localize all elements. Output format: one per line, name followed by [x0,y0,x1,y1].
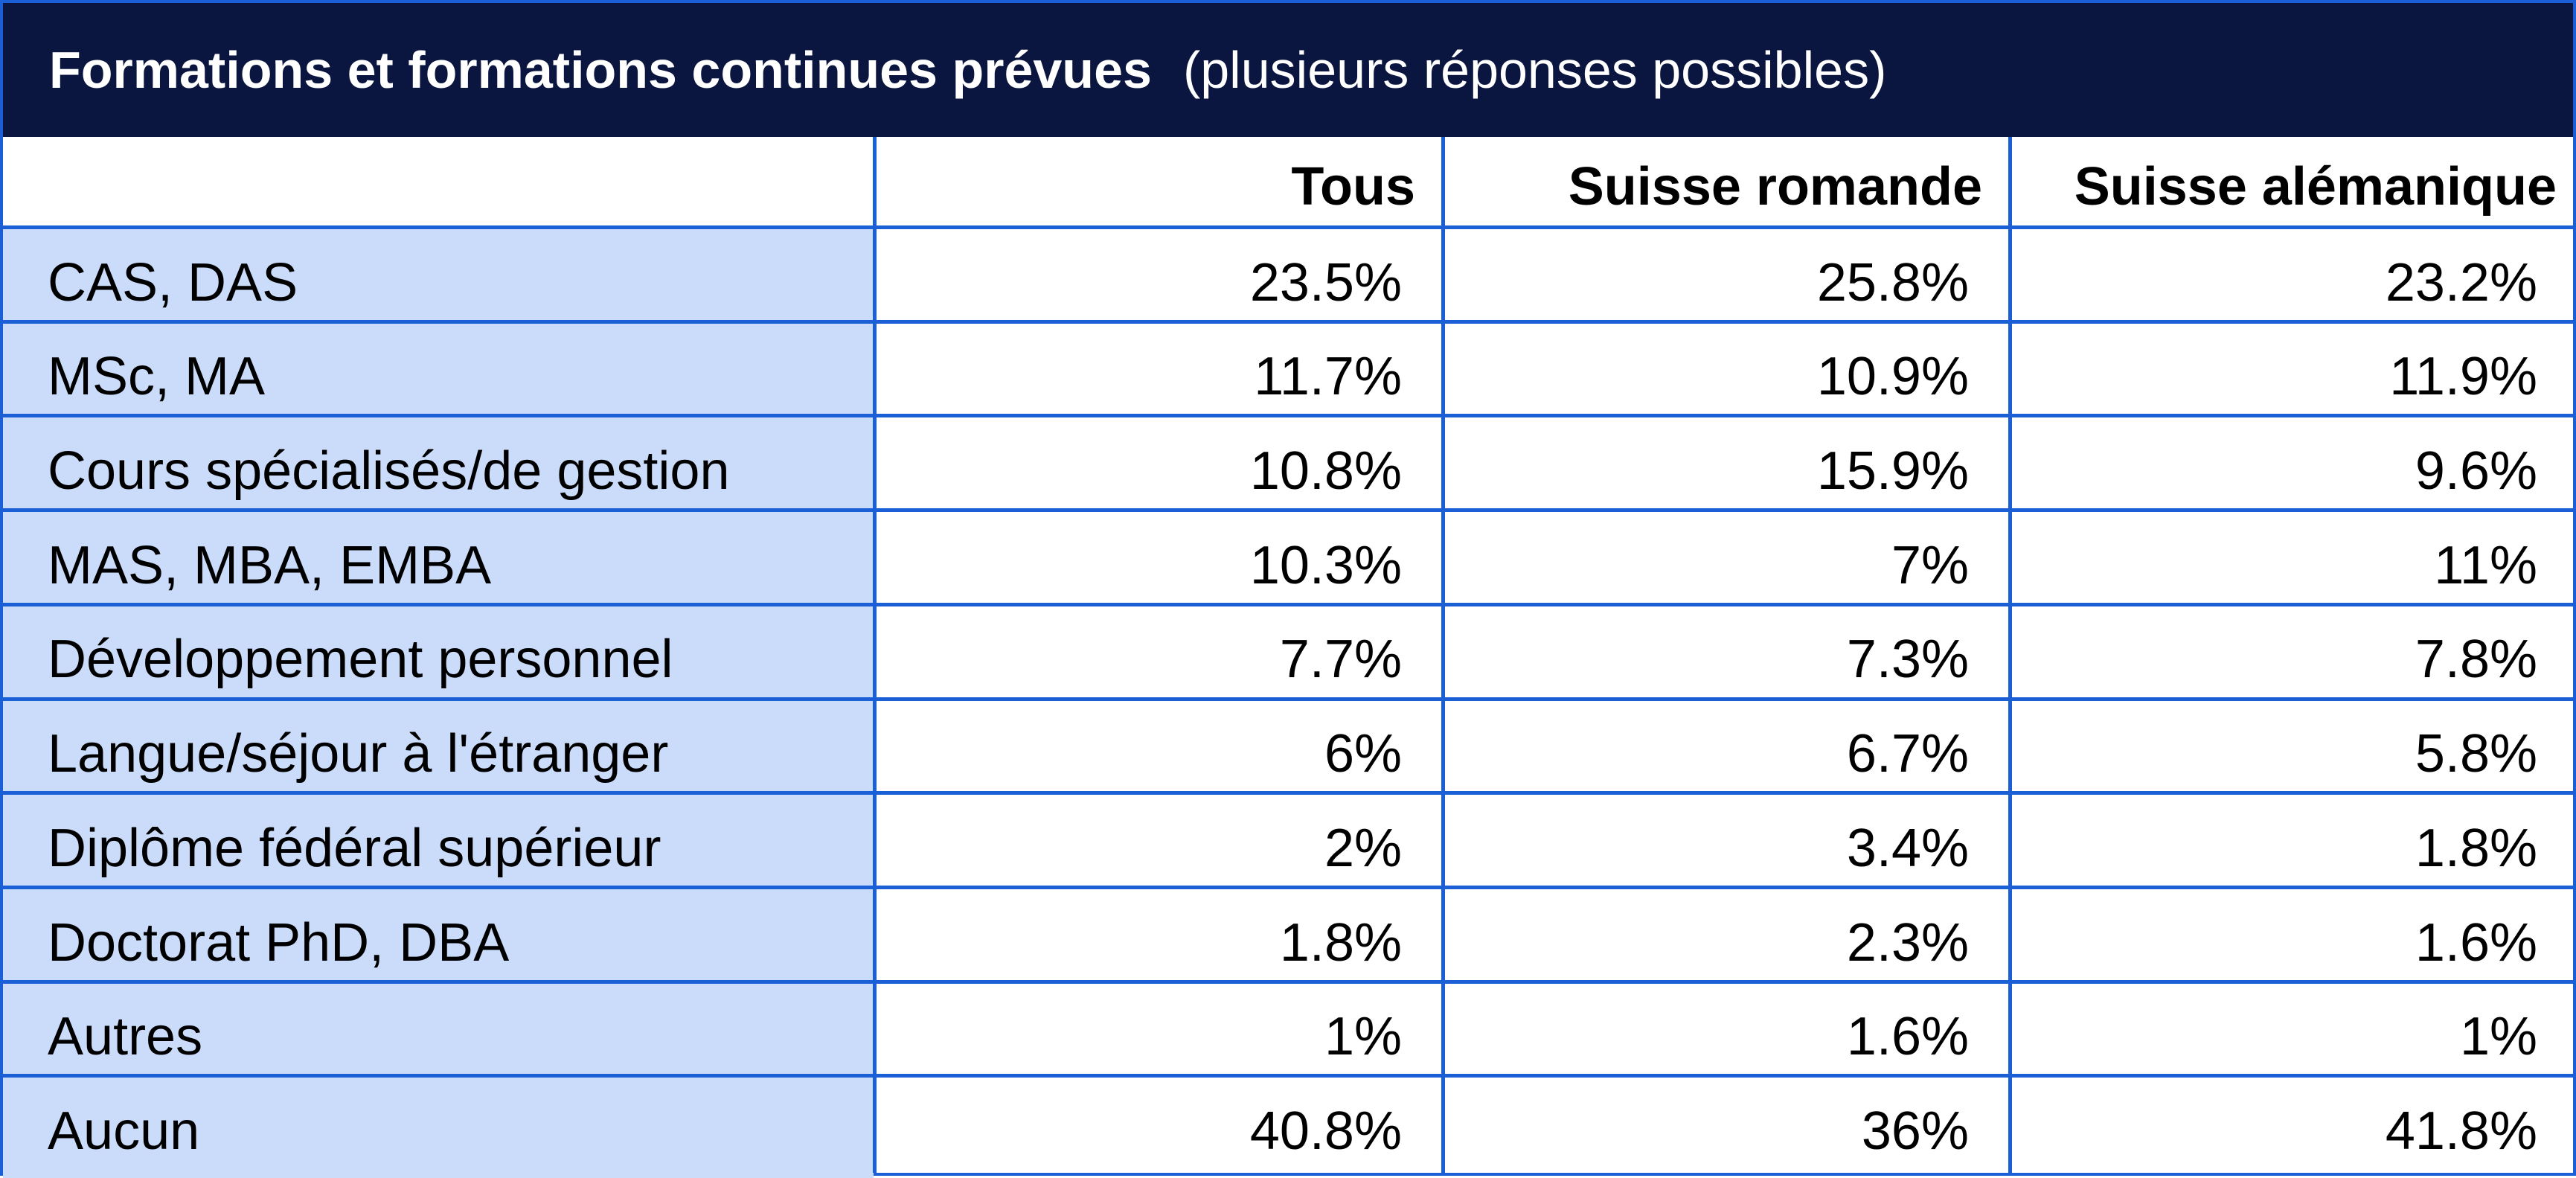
row-divider [3,791,2573,796]
row-divider [3,979,2573,984]
table-cell: 1% [2459,1007,2537,1067]
table-cell: 5.8% [2415,724,2537,784]
row-divider [3,414,2573,418]
row-divider [3,885,2573,889]
title-bar: Formations et formations continues prévu… [3,3,2573,137]
table-cell: 11% [2434,535,2537,595]
row-label: Diplôme fédéral supérieur [48,818,661,878]
table-cell: 1.6% [1846,1007,1969,1067]
row-divider [3,319,2573,324]
table-cell: 23.2% [2385,252,2537,313]
table-cell: 7.8% [2415,630,2537,690]
column-header: Tous [1291,157,1415,217]
table-cell: 1% [1324,1007,1402,1067]
column-header: Suisse alémanique [2074,157,2557,217]
column-divider [1441,137,1445,1173]
table-cell: 7.7% [1279,630,1402,690]
table-cell: 2% [1324,818,1402,878]
table-cell: 11.9% [2389,347,2537,407]
table-cell: 6% [1324,724,1402,784]
table-cell: 1.8% [2415,818,2537,878]
table-cell: 10.3% [1249,535,1402,595]
table-cell: 36% [1861,1101,1969,1161]
column-header: Suisse romande [1568,157,1982,217]
table-cell: 3.4% [1846,818,1969,878]
table-cell: 7% [1891,535,1969,595]
data-table: Tous Suisse romande Suisse alémanique CAS, … [3,137,2573,1178]
row-label: CAS, DAS [48,252,298,313]
row-label: Autres [48,1007,203,1067]
table-cell: 10.9% [1816,347,1969,407]
row-label: Aucun [48,1101,200,1161]
table-cell: 23.5% [1249,252,1402,313]
table-cell: 40.8% [1249,1101,1402,1161]
row-label: Cours spécialisés/de gestion [48,441,730,502]
row-divider [3,602,2573,606]
table-cell: 10.8% [1249,441,1402,502]
row-label: Langue/séjour à l'étranger [48,724,669,784]
table-cell: 41.8% [2385,1101,2537,1161]
table-cell: 6.7% [1846,724,1969,784]
table-cell: 11.7% [1254,347,1402,407]
column-divider [873,137,877,1173]
table-cell: 15.9% [1816,441,1969,502]
table-cell: 9.6% [2415,441,2537,502]
table-cell: 25.8% [1816,252,1969,313]
row-divider [3,697,2573,701]
row-divider [3,225,2573,229]
table-subtitle: (plusieurs réponses possibles) [1182,41,1887,99]
row-label: Développement personnel [48,630,673,690]
row-divider [3,1074,2573,1078]
row-label: MAS, MBA, EMBA [48,535,492,595]
column-divider [2008,137,2012,1173]
table-cell: 7.3% [1846,630,1969,690]
row-label: MSc, MA [48,347,266,407]
table-cell: 1.8% [1279,912,1402,973]
table-cell: 2.3% [1846,912,1969,973]
label-column-background [3,228,874,1178]
table-cell: 1.6% [2415,912,2537,973]
table-title: Formations et formations continues prévu… [49,41,1152,99]
row-label: Doctorat PhD, DBA [48,912,510,973]
row-divider [3,508,2573,513]
